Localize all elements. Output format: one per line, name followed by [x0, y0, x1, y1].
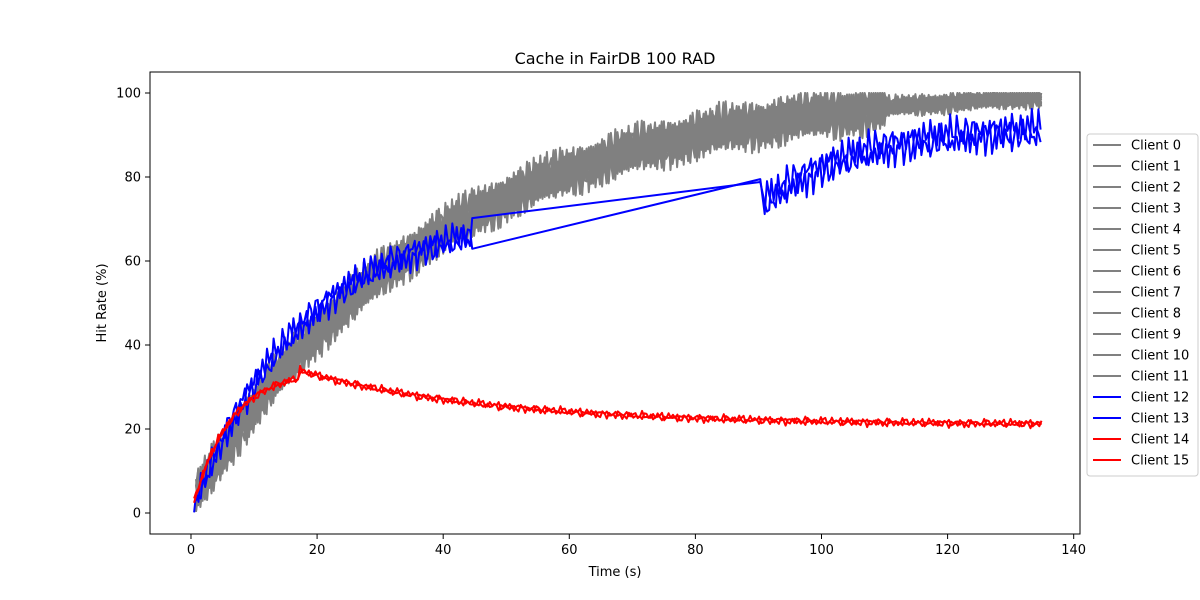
legend-label: Client 5 [1131, 244, 1181, 259]
legend-label: Client 11 [1131, 370, 1189, 385]
legend-label: Client 2 [1131, 181, 1181, 196]
x-tick-label: 100 [809, 543, 834, 558]
series-line-client-14 [193, 364, 1043, 503]
legend-box [1086, 133, 1199, 477]
axes-frame [149, 71, 1081, 535]
y-tick-label: 0 [133, 507, 141, 522]
legend-label: Client 15 [1131, 454, 1189, 469]
plot-area [193, 92, 1043, 513]
x-tick-label: 20 [309, 543, 326, 558]
series-line-client-13 [193, 107, 1042, 513]
x-axis-label: Time (s) [588, 565, 642, 580]
y-axis-label: Hit Rate (%) [95, 263, 110, 342]
y-tick-label: 40 [124, 339, 141, 354]
y-tick-label: 80 [124, 171, 141, 186]
x-tick-label: 80 [687, 543, 704, 558]
legend-label: Client 4 [1131, 223, 1181, 238]
series-line-client-15 [193, 368, 1043, 499]
legend: Client 0 Client 1 Client 2 Client 3 Client 4… [1086, 133, 1199, 477]
y-tick-label: 60 [124, 255, 141, 270]
legend-label: Client 9 [1131, 328, 1181, 343]
legend-label: Client 13 [1131, 412, 1189, 427]
legend-label: Client 3 [1131, 202, 1181, 217]
y-tick-label: 100 [116, 87, 141, 102]
x-tick-label: 60 [561, 543, 578, 558]
x-axis: 0 20 40 60 80 100 120 140 [187, 534, 1086, 558]
x-tick-label: 120 [935, 543, 960, 558]
legend-label: Client 12 [1131, 391, 1189, 406]
x-tick-label: 140 [1061, 543, 1086, 558]
y-tick-label: 20 [124, 423, 141, 438]
chart-title: Cache in FairDB 100 RAD [515, 49, 716, 68]
legend-label: Client 6 [1131, 265, 1181, 280]
x-tick-label: 40 [435, 543, 452, 558]
legend-label: Client 0 [1131, 139, 1181, 154]
legend-label: Client 7 [1131, 286, 1181, 301]
y-axis: 0 20 40 60 80 100 [116, 87, 150, 522]
x-tick-label: 0 [187, 543, 195, 558]
legend-label: Client 8 [1131, 307, 1181, 322]
legend-label: Client 1 [1131, 160, 1181, 175]
legend-label: Client 14 [1131, 433, 1189, 448]
legend-label: Client 10 [1131, 349, 1189, 364]
